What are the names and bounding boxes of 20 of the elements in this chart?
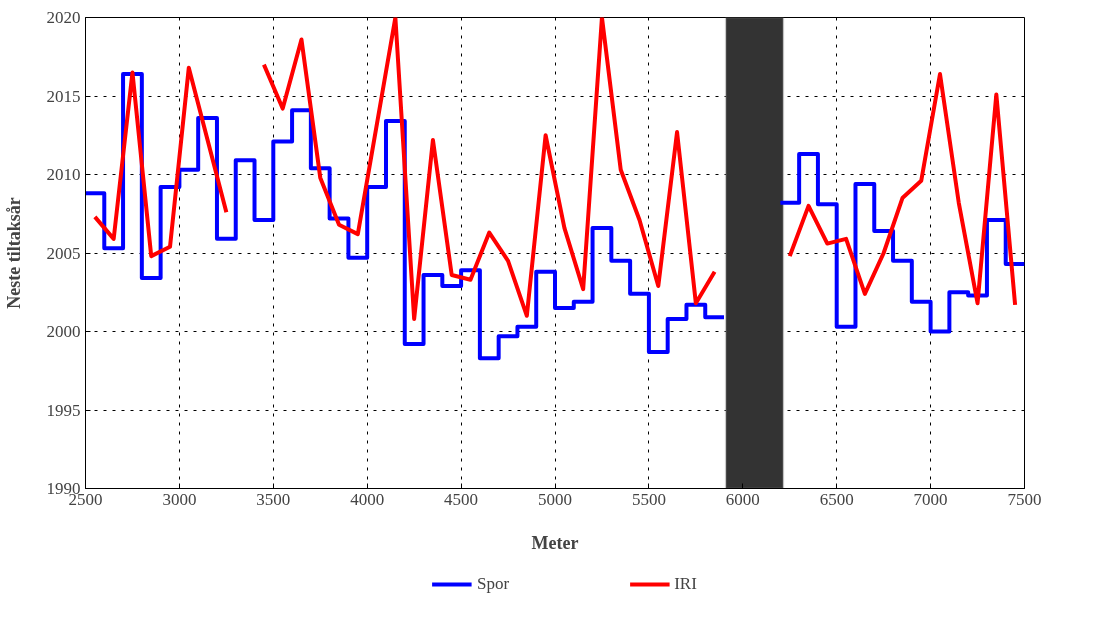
x-tick-label: 4000 <box>350 489 385 509</box>
y-tick-label: 2010 <box>46 165 81 184</box>
x-tick-label: 4500 <box>444 489 479 509</box>
y-tick-label: 2020 <box>46 8 81 27</box>
y-tick-label: 2015 <box>46 86 81 106</box>
x-tick-label: 6500 <box>819 489 854 509</box>
x-tick-label: 3000 <box>162 489 197 509</box>
x-tick-label: 3500 <box>256 489 291 509</box>
x-tick-label: 6000 <box>725 489 760 509</box>
x-tick-label: 7500 <box>1007 489 1042 509</box>
x-axis-title: Meter <box>531 532 579 553</box>
legend-label: IRI <box>674 573 697 594</box>
y-axis-title: Neste tiltaksår <box>3 197 24 309</box>
x-tick-label: 5500 <box>631 489 666 509</box>
y-tick-label: 1995 <box>46 400 81 420</box>
legend-label: Spor <box>477 573 510 594</box>
y-tick-label: 2000 <box>46 322 81 341</box>
x-tick-label: 5000 <box>538 489 572 509</box>
y-tick-label: 2005 <box>46 243 81 263</box>
x-tick-label: 7000 <box>913 489 948 509</box>
